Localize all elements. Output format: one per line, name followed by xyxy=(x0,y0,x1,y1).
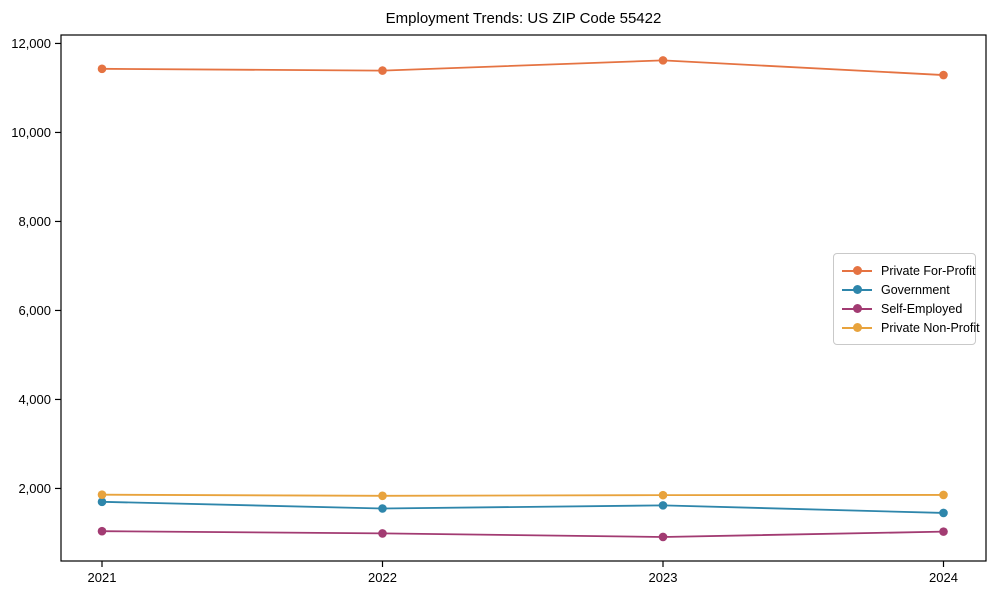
legend-dot-sample xyxy=(853,304,862,313)
data-point xyxy=(378,529,387,538)
legend-label: Self-Employed xyxy=(881,301,963,316)
y-tick-label: 2,000 xyxy=(18,481,51,496)
data-point xyxy=(378,504,387,513)
x-tick-label: 2023 xyxy=(649,570,678,585)
data-point xyxy=(658,501,668,510)
data-point xyxy=(97,490,107,499)
legend-item-private-for-profit: Private For-Profit xyxy=(842,261,975,280)
data-point xyxy=(658,532,668,542)
legend-marker-icon xyxy=(842,318,872,337)
legend-item-self-employed: Self-Employed xyxy=(842,299,967,318)
data-point xyxy=(939,490,948,500)
data-point xyxy=(658,56,668,65)
legend-label: Government xyxy=(881,282,950,297)
y-tick-label: 8,000 xyxy=(18,214,51,229)
data-point xyxy=(97,526,107,536)
chart-title: Employment Trends: US ZIP Code 55422 xyxy=(385,10,662,27)
legend-marker-icon xyxy=(842,280,872,299)
x-tick-label: 2024 xyxy=(929,570,958,585)
data-point xyxy=(658,490,668,500)
legend-marker-icon xyxy=(842,299,872,318)
legend-item-private-non-profit: Private Non-Profit xyxy=(842,318,980,337)
series-line-private-non-profit xyxy=(101,493,944,497)
axes-frame xyxy=(60,34,987,562)
legend: Private For-Profit Government Self-Employe… xyxy=(833,253,980,345)
data-point xyxy=(378,491,387,501)
data-point xyxy=(939,527,948,536)
data-point xyxy=(939,70,948,80)
legend-dot-sample xyxy=(853,323,862,332)
series-line-private-for-profit xyxy=(101,59,944,76)
series-line-self-employed xyxy=(101,530,944,538)
data-point xyxy=(97,497,107,507)
legend-dot-sample xyxy=(853,266,862,275)
y-tick-label: 12,000 xyxy=(11,36,51,51)
x-tick-label: 2022 xyxy=(368,570,397,585)
legend-item-government: Government xyxy=(842,280,967,299)
x-tick-label: 2021 xyxy=(88,570,117,585)
series-line-government xyxy=(101,500,944,514)
legend-label: Private Non-Profit xyxy=(881,320,980,335)
data-point xyxy=(97,64,107,74)
y-tick-label: 4,000 xyxy=(18,392,51,407)
data-point xyxy=(939,508,948,518)
y-tick-label: 10,000 xyxy=(11,125,51,140)
legend-dot-sample xyxy=(853,285,862,294)
legend-marker-icon xyxy=(842,261,872,280)
legend-label: Private For-Profit xyxy=(881,263,976,278)
y-tick-label: 6,000 xyxy=(18,303,51,318)
data-point xyxy=(378,66,387,75)
